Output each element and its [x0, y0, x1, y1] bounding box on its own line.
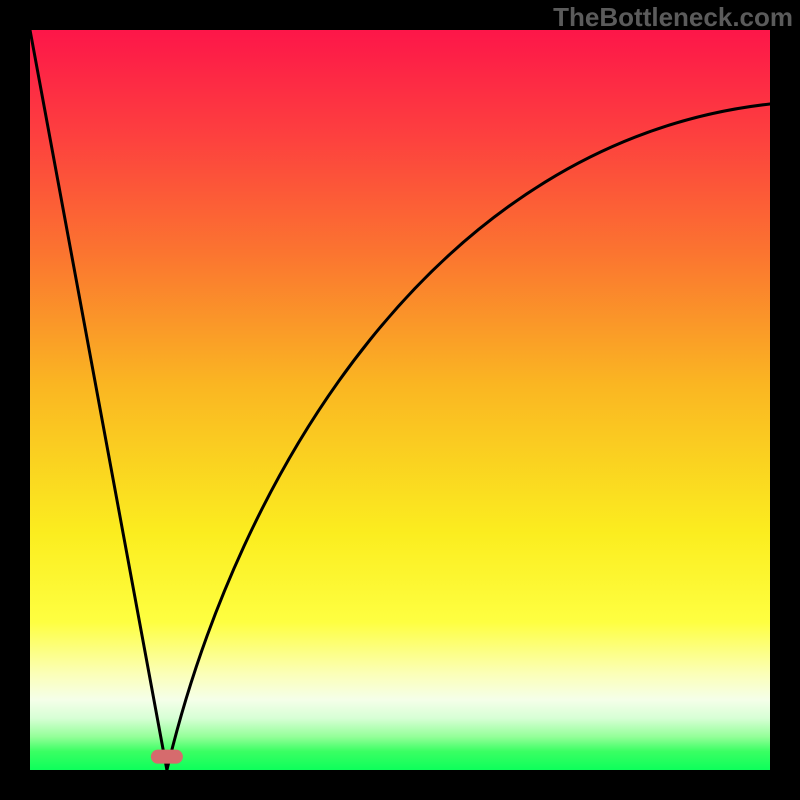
curve-layer: [0, 0, 800, 800]
watermark-text: TheBottleneck.com: [553, 2, 793, 33]
optimum-marker: [151, 750, 183, 764]
chart-container: TheBottleneck.com: [0, 0, 800, 800]
bottleneck-curve: [30, 30, 770, 770]
